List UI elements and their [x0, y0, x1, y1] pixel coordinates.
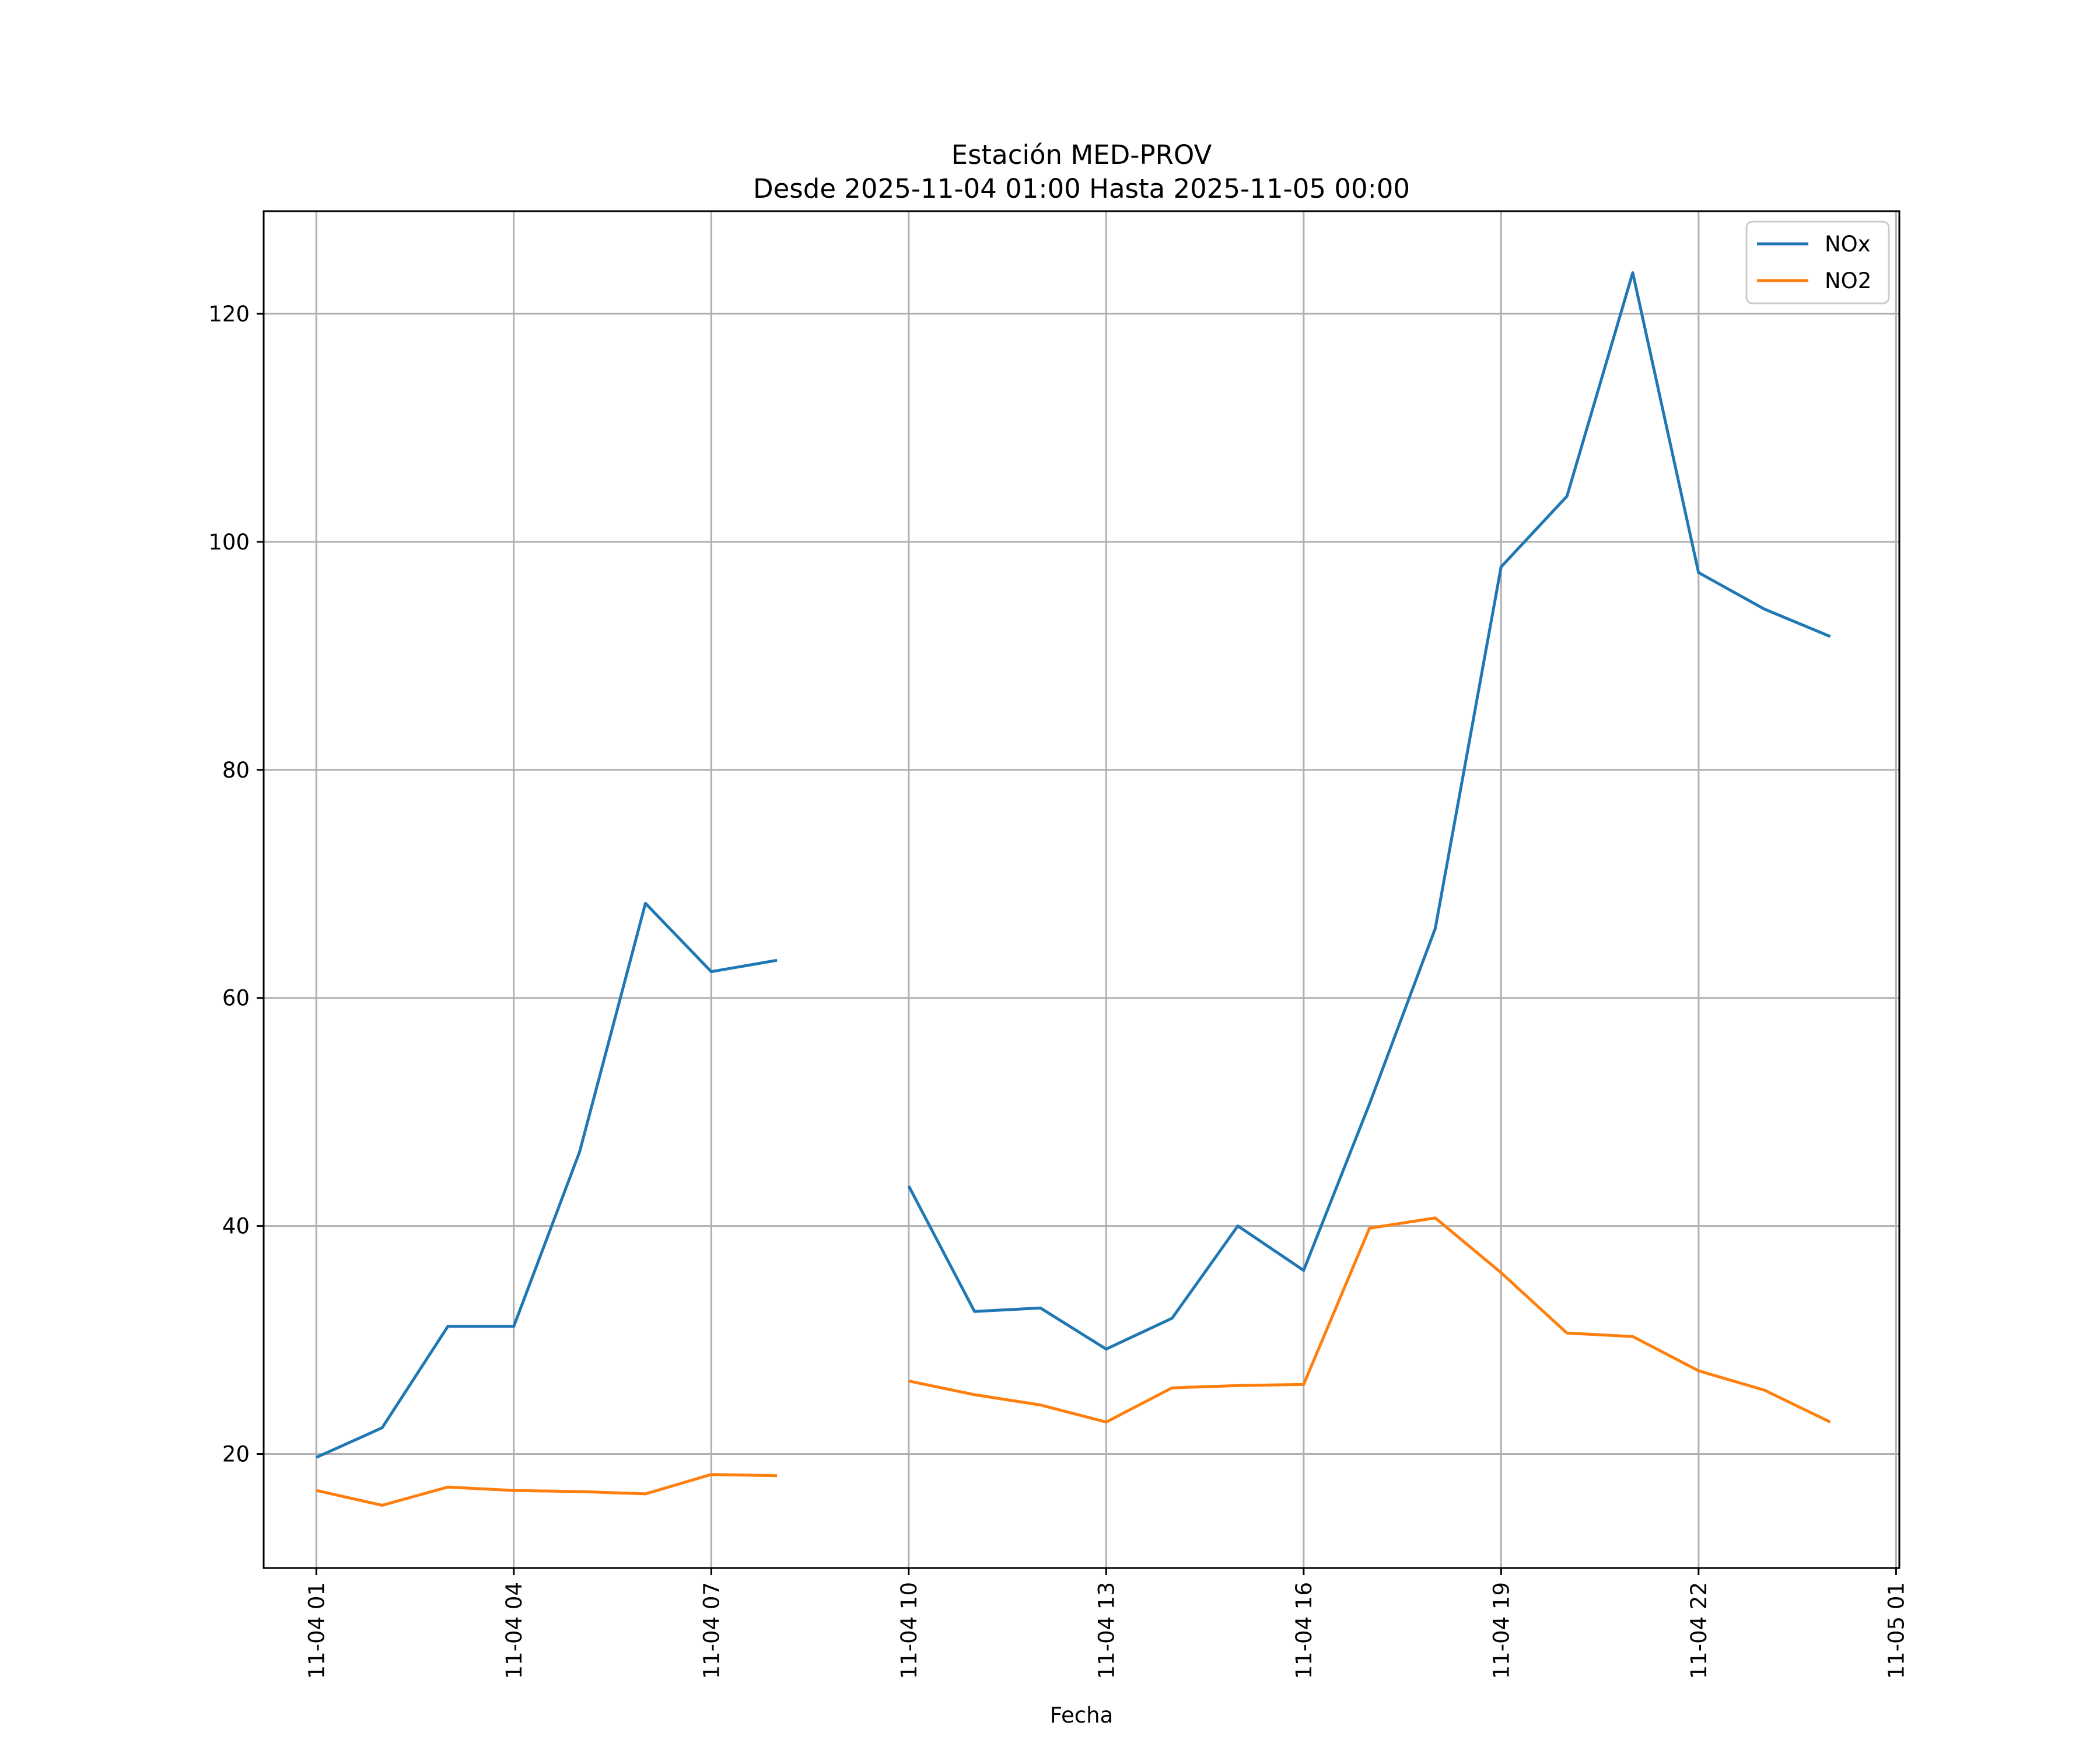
series-lines — [316, 271, 1831, 1507]
x-axis-label: Fecha — [1050, 1703, 1114, 1728]
x-tick-label: 11-04 16 — [1292, 1582, 1317, 1679]
x-tick-label: 11-04 04 — [502, 1582, 527, 1679]
x-tick-label: 11-05 01 — [1884, 1582, 1909, 1679]
legend-label-nox: NOx — [1825, 232, 1871, 257]
x-tick-label: 11-04 01 — [304, 1582, 329, 1679]
x-tick-label: 11-04 07 — [699, 1582, 724, 1679]
y-tick-label: 20 — [222, 1442, 250, 1467]
grid — [264, 211, 1899, 1568]
chart-title: Estación MED-PROV — [951, 139, 1212, 170]
chart-subtitle: Desde 2025-11-04 01:00 Hasta 2025-11-05 … — [753, 173, 1410, 204]
series-line-nox — [316, 271, 1831, 1459]
legend: NOx NO2 — [1745, 220, 1890, 304]
x-tick-label: 11-04 22 — [1686, 1582, 1712, 1679]
y-tick-label: 80 — [222, 758, 250, 783]
y-tick-label: 40 — [222, 1214, 250, 1239]
legend-label-no2: NO2 — [1825, 268, 1871, 293]
x-tick-label: 11-04 19 — [1489, 1582, 1514, 1679]
series-line-no2 — [316, 1216, 1831, 1507]
y-tick-label: 100 — [208, 530, 250, 555]
x-tick-label: 11-04 13 — [1094, 1582, 1119, 1679]
y-tick-label: 120 — [208, 302, 250, 327]
x-tick-label: 11-04 10 — [897, 1582, 922, 1679]
legend-box — [1745, 220, 1890, 304]
axis-ticks: 11-04 01 11-04 04 11-04 07 11-04 10 11-04 13… — [208, 302, 1909, 1679]
plot-area-frame — [262, 210, 1901, 1569]
y-tick-label: 60 — [222, 986, 250, 1011]
